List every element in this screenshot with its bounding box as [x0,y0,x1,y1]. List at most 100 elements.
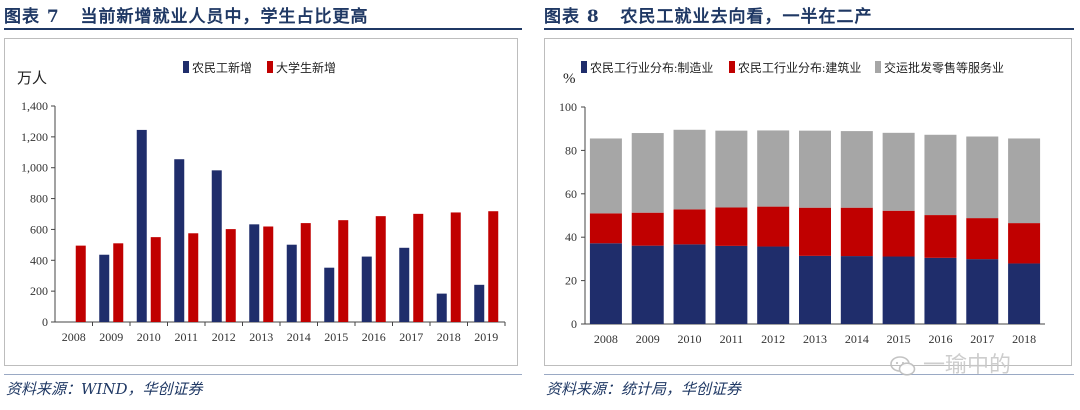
right-chart-frame: % 0 20 40 60 80 100 2008 2009 2010 2011 2012 2013 201… [544,38,1072,366]
right-bar-services [924,134,957,216]
left-bar-graduate [450,212,461,322]
right-bar-manufacturing [840,256,873,324]
left-figure-title-text: 当前新增就业人员中，学生占比更高 [80,7,369,27]
right-bar-manufacturing [757,246,790,324]
left-x-tick-label: 2017 [399,330,423,344]
right-figure-title-text: 农民工就业去向看，一半在二产 [620,7,873,27]
right-bar-services [882,132,915,211]
left-y-tick-label: 0 [42,315,48,329]
right-bar-construction [673,209,706,245]
left-bar-graduate [113,243,124,322]
left-source-rule [4,374,522,375]
right-bar-construction [840,207,873,257]
left-legend-label: 农民工新增 [192,60,252,75]
left-x-tick-label: 2010 [137,330,161,344]
wechat-icon [890,356,916,376]
right-bar-construction [924,215,957,258]
left-bar-migrant [136,129,147,322]
right-bar-manufacturing [924,257,957,324]
left-y-tick-label: 1,400 [21,99,48,113]
left-x-tick-label: 2018 [437,330,461,344]
right-y-tick-label: 80 [565,143,577,157]
left-y-tick-label: 200 [30,284,48,298]
left-legend-swatch [183,61,189,73]
right-bar-construction [1008,223,1041,264]
right-bar-services [757,130,790,207]
right-figure-label: 图表 8 [544,7,600,27]
right-bar-services [673,129,706,210]
left-bar-migrant [436,293,447,322]
right-bar-manufacturing [715,245,748,324]
left-y-tick-label: 800 [30,192,48,206]
right-x-tick-label: 2013 [803,332,827,346]
left-legend-swatch [267,61,273,73]
right-bar-construction [631,212,664,246]
right-x-tick-label: 2009 [636,332,660,346]
right-bar-construction [715,207,748,246]
left-y-tick-label: 1,200 [21,130,48,144]
right-bar-manufacturing [589,243,622,324]
right-legend-label: 交运批发零售等服务业 [884,60,1004,75]
right-y-axis-unit: % [563,71,576,87]
left-figure-panel: 图表 7 当前新增就业人员中，学生占比更高 万人 0 200 400 600 800 1,0… [0,0,525,410]
left-bar-graduate [413,213,424,322]
right-x-tick-label: 2017 [970,332,994,346]
right-bar-services [631,133,664,213]
left-bar-migrant [361,256,372,322]
right-x-tick-label: 2012 [761,332,785,346]
left-figure-title: 图表 7 当前新增就业人员中，学生占比更高 [4,2,369,27]
right-x-tick-label: 2015 [887,332,911,346]
right-bar-manufacturing [882,256,915,324]
left-bar-graduate [338,220,349,322]
right-source-note: 资料来源：统计局，华创证券 [546,380,742,398]
left-bar-migrant [474,284,485,322]
left-x-tick-label: 2009 [99,330,123,344]
left-bar-graduate [188,233,199,322]
left-x-tick-label: 2011 [174,330,198,344]
right-x-tick-label: 2014 [845,332,869,346]
right-bar-manufacturing [1008,263,1041,324]
right-stacked-bar-chart: % 0 20 40 60 80 100 2008 2009 2010 2011 2012 2013 201… [559,60,1045,346]
left-bar-graduate [488,211,499,322]
left-source-note: 资料来源：WIND，华创证券 [6,380,203,398]
right-bar-manufacturing [799,255,831,324]
right-bar-construction [882,210,915,257]
left-bar-migrant [249,224,260,322]
right-source-rule [544,374,1074,375]
right-bar-services [1008,138,1041,224]
right-figure-title: 图表 8 农民工就业去向看，一半在二产 [544,2,873,27]
left-bar-graduate [75,245,86,322]
right-bar-services [966,136,999,219]
left-bar-graduate [225,229,236,322]
right-legend-swatch [729,61,735,73]
right-bar-construction [966,218,999,260]
left-x-tick-label: 2013 [249,330,273,344]
watermark: 一瑜中的 [890,347,1011,379]
left-x-tick-label: 2008 [62,330,86,344]
right-title-rule [544,28,1074,30]
left-bar-migrant [211,170,222,322]
left-bar-graduate [375,216,386,322]
right-bar-construction [799,207,831,256]
right-bar-services [799,130,831,208]
left-x-tick-label: 2012 [212,330,236,344]
right-y-tick-label: 40 [565,230,577,244]
watermark-text: 一瑜中的 [923,353,1012,378]
left-legend-label: 大学生新增 [276,60,336,75]
right-legend-swatch [581,61,587,73]
left-figure-label: 图表 7 [4,7,60,27]
right-bar-manufacturing [673,244,706,324]
right-bar-manufacturing [966,259,999,324]
right-legend-label: 农民工行业分布:建筑业 [738,60,861,75]
right-x-tick-label: 2010 [678,332,702,346]
right-bar-construction [757,206,790,247]
right-bar-manufacturing [631,245,664,324]
left-bar-graduate [263,226,274,322]
left-bar-graduate [150,237,161,322]
right-bar-services [840,131,873,208]
left-y-tick-label: 400 [30,253,48,267]
left-title-rule [4,28,522,30]
right-x-tick-label: 2016 [928,332,952,346]
left-bar-graduate [300,223,311,322]
right-y-tick-label: 20 [565,274,577,288]
